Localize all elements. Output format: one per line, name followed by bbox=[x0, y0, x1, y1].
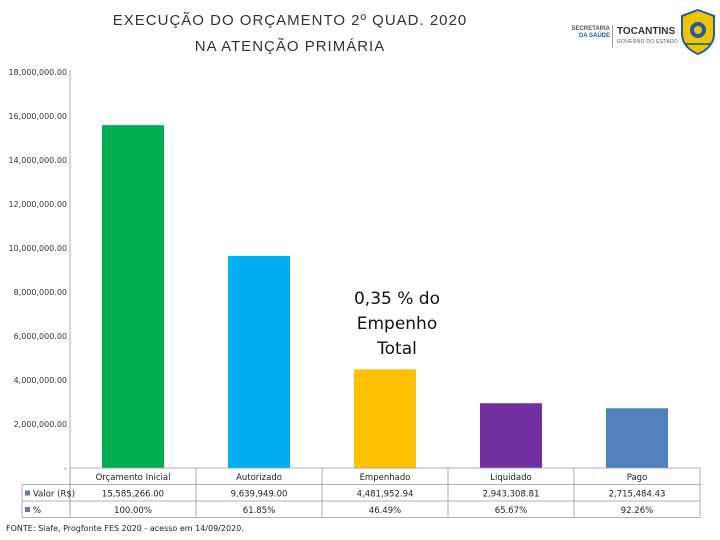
x-category-label: Autorizado bbox=[236, 473, 282, 483]
legend-key-icon bbox=[25, 507, 30, 512]
header-logos: SECRETARIA DA SAÚDE TOCANTINS GOVERNO DO… bbox=[560, 8, 720, 58]
y-tick-label: 2,000,000.00 bbox=[14, 420, 67, 429]
bar-pago bbox=[606, 408, 668, 468]
annotation-line: 0,35 % do bbox=[354, 289, 440, 309]
chart-title: EXECUÇÃO DO ORÇAMENTO 2º QUAD. 2020 NA A… bbox=[60, 8, 520, 60]
x-category-label: Empenhado bbox=[360, 473, 411, 483]
empenho-annotation: 0,35 % do Empenho Total bbox=[354, 289, 440, 359]
table-cell: 61.85% bbox=[243, 506, 275, 516]
y-tick-label: 12,000,000.00 bbox=[8, 200, 67, 209]
state-seal-icon bbox=[681, 8, 715, 56]
logo-divider bbox=[612, 25, 613, 47]
tocantins-logo: TOCANTINS bbox=[617, 26, 676, 37]
y-tick-label: 14,000,000.00 bbox=[8, 156, 67, 165]
table-row-label: Valor (R$) bbox=[33, 490, 75, 500]
table-cell: 15,585,266.00 bbox=[102, 490, 164, 500]
table-cell: 2,943,308.81 bbox=[483, 490, 540, 500]
bar-liquidado bbox=[480, 403, 542, 468]
chart-title-line1: EXECUÇÃO DO ORÇAMENTO 2º QUAD. 2020 bbox=[112, 12, 468, 29]
bar-empenhado bbox=[354, 369, 416, 468]
y-tick-label: - bbox=[64, 464, 67, 473]
table-row-label: % bbox=[33, 506, 41, 516]
y-tick-label: 16,000,000.00 bbox=[8, 112, 67, 121]
government-label: GOVERNO DO ESTADO bbox=[617, 39, 679, 45]
table-cell: 2,715,484.43 bbox=[609, 490, 666, 500]
table-cell: 92.26% bbox=[621, 506, 653, 516]
secretaria-logo: SECRETARIA DA SAÚDE bbox=[566, 26, 610, 40]
chart-title-line2: NA ATENÇÃO PRIMÁRIA bbox=[194, 38, 386, 55]
chart-axes: - 2,000,000.00 4,000,000.00 6,000,000.00 8,0… bbox=[8, 68, 71, 512]
source-note: FONTE: Siafe, Progfonte FES 2020 - acess… bbox=[6, 524, 244, 533]
annotation-line: Total bbox=[376, 339, 417, 359]
x-category-label: Orçamento Inicial bbox=[96, 473, 171, 483]
secretaria-logo-line2: DA SAÚDE bbox=[578, 33, 610, 39]
x-category-label: Liquidado bbox=[490, 473, 531, 483]
annotation-line: Empenho bbox=[357, 314, 438, 334]
x-category-label: Pago bbox=[627, 473, 648, 483]
secretaria-logo-line1: SECRETARIA bbox=[571, 26, 610, 32]
table-cell: 9,639,949.00 bbox=[231, 490, 288, 500]
chart-bars bbox=[102, 125, 668, 468]
y-tick-label: 18,000,000.00 bbox=[8, 68, 67, 77]
legend-key-icon bbox=[25, 490, 30, 496]
bar-or-amento-inicial bbox=[102, 125, 164, 468]
y-tick-label: 10,000,000.00 bbox=[8, 244, 67, 253]
table-cell: 46.49% bbox=[369, 506, 401, 516]
data-table: Orçamento Inicial Autorizado Empenhado Liqu… bbox=[21, 467, 701, 518]
y-tick-label: 4,000,000.00 bbox=[14, 376, 67, 385]
table-cell: 100.00% bbox=[114, 506, 152, 516]
table-cell: 65.67% bbox=[495, 506, 527, 516]
y-tick-label: 8,000,000.00 bbox=[14, 288, 67, 297]
y-tick-label: 6,000,000.00 bbox=[14, 332, 67, 341]
table-cell: 4,481,952.94 bbox=[357, 490, 414, 500]
bar-autorizado bbox=[228, 255, 290, 468]
